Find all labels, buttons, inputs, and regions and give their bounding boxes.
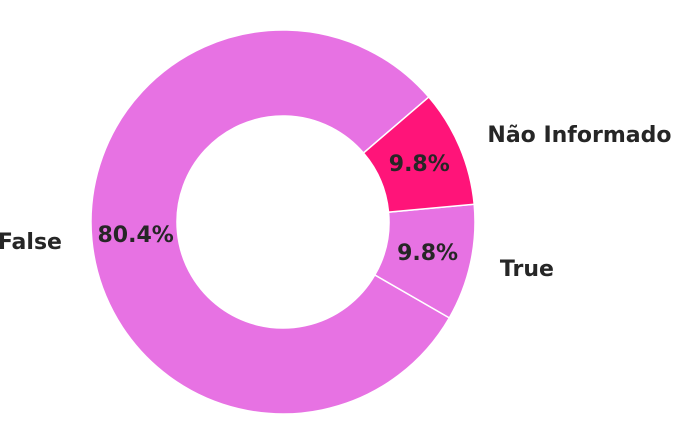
labels-layer: 80.4% False 9.8% True 9.8% Não Informado — [0, 123, 671, 282]
slice-nao-informado — [362, 95, 475, 213]
category-label-false: False — [0, 230, 62, 255]
category-label-nao-informado: Não Informado — [487, 123, 671, 148]
value-label-false: 80.4% — [97, 223, 173, 248]
value-label-nao-informado: 9.8% — [389, 152, 450, 177]
category-label-true: True — [500, 257, 554, 282]
value-label-true: 9.8% — [397, 241, 458, 266]
slices-layer — [90, 29, 476, 415]
slice-false — [90, 29, 451, 415]
